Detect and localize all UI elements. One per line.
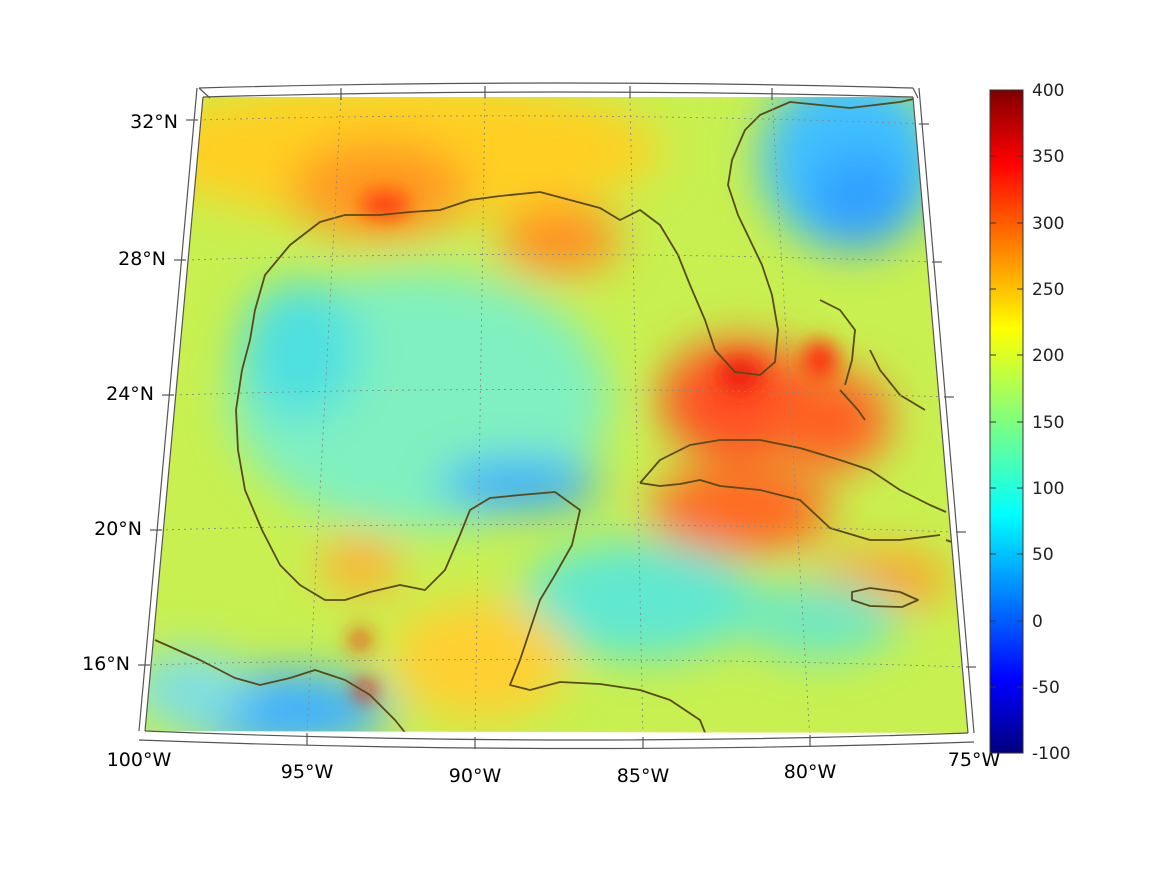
cuba-outline [639,439,947,541]
colorbar-tick-label: 200 [1032,346,1064,366]
lon-label-95w: 95°W [281,761,334,783]
bahamas-outline [819,299,926,421]
gulf-coast-outline [235,97,919,733]
colorbar-tick-label: 350 [1032,147,1064,167]
colorbar-tick-label: -100 [1032,744,1071,764]
colorbar-tick-label: -50 [1032,678,1060,698]
colorbar-tick-label: 150 [1032,413,1064,433]
lat-label-24n: 24°N [106,383,154,405]
lat-label-16n: 16°N [82,653,130,675]
colorbar-tick-label: 400 [1032,81,1064,101]
map-frame [138,82,975,750]
colorbar-tick-label: 0 [1032,612,1043,632]
lon-label-100w: 100°W [107,749,172,771]
central-america-outline [154,639,416,733]
lat-label-28n: 28°N [118,248,166,270]
colorbar-tick-label: 300 [1032,214,1064,234]
lon-label-90w: 90°W [449,765,502,787]
lat-label-20n: 20°N [94,518,142,540]
frame-ticks [138,86,976,749]
colorbar-labels: 400 350 300 250 200 150 100 50 0 -50 -10… [1032,81,1071,764]
lon-label-85w: 85°W [617,765,670,787]
lon-label-75w: 75°W [948,749,1001,771]
colorbar-tick-label: 250 [1032,280,1064,300]
latitude-labels: 32°N 28°N 24°N 20°N 16°N [82,111,178,675]
lat-label-32n: 32°N [130,111,178,133]
colorbar-ticks [990,89,1023,754]
longitude-labels: 100°W 95°W 90°W 85°W 80°W 75°W [107,749,1001,787]
heat-field [145,97,968,733]
coastlines [154,97,961,733]
colorbar-tick-label: 50 [1032,545,1054,565]
lon-label-80w: 80°W [784,761,837,783]
colorbar: 400 350 300 250 200 150 100 50 0 -50 -10… [989,81,1071,764]
colorbar-tick-label: 100 [1032,479,1064,499]
graticule [147,97,967,733]
jamaica-outline [851,587,919,608]
